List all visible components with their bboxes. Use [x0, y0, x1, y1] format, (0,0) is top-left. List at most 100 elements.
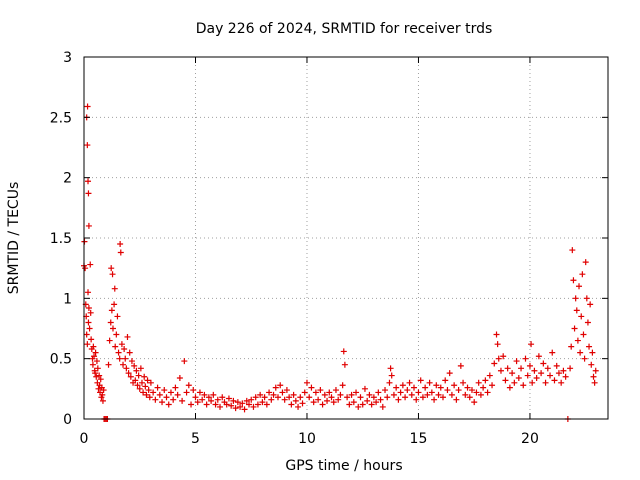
data-point-142: [268, 396, 275, 403]
data-point-285: [572, 295, 579, 302]
data-point-91: [154, 384, 161, 391]
axis-ticks: 0 5 10 15 20 0 0.5 1 1.5 2 2.5 3: [50, 50, 608, 447]
data-point-157: [301, 389, 308, 396]
data-point-11: [87, 261, 94, 268]
data-point-148: [281, 396, 288, 403]
data-point-189: [370, 394, 377, 401]
data-point-65: [122, 355, 129, 362]
data-point-83: [142, 383, 149, 390]
data-point-234: [468, 387, 475, 394]
data-point-106: [188, 401, 195, 408]
data-point-253: [509, 370, 516, 377]
x-tick-label-1: 5: [191, 431, 200, 447]
data-point-175: [340, 348, 347, 355]
data-point-180: [350, 399, 357, 406]
data-point-176: [341, 361, 348, 368]
data-point-267: [538, 370, 545, 377]
data-point-117: [212, 401, 219, 408]
data-point-230: [460, 379, 467, 386]
data-point-76: [134, 382, 141, 389]
data-point-196: [386, 379, 393, 386]
data-point-300: [589, 349, 596, 356]
data-point-246: [494, 341, 501, 348]
data-point-119: [217, 403, 224, 410]
data-point-7: [85, 289, 92, 296]
data-point-12: [87, 309, 94, 316]
data-point-64: [121, 346, 128, 353]
data-point-124: [228, 402, 235, 409]
data-point-243: [489, 382, 496, 389]
data-point-263: [529, 379, 536, 386]
y-tick-label-1: 0.5: [50, 352, 72, 368]
data-point-198: [388, 372, 395, 379]
data-point-19: [85, 190, 92, 197]
data-point-21: [84, 103, 91, 110]
data-point-86: [145, 387, 152, 394]
data-point-6: [84, 341, 91, 348]
data-point-46: [105, 361, 112, 368]
data-point-75: [133, 367, 140, 374]
data-point-217: [431, 396, 438, 403]
data-point-168: [326, 389, 333, 396]
data-point-261: [526, 362, 533, 369]
data-point-58: [115, 349, 122, 356]
data-point-135: [252, 394, 259, 401]
data-point-197: [387, 365, 394, 372]
data-point-80: [138, 379, 145, 386]
data-point-242: [486, 372, 493, 379]
data-point-154: [295, 403, 302, 410]
data-point-178: [346, 401, 353, 408]
data-point-293: [581, 355, 588, 362]
data-point-108: [192, 394, 199, 401]
data-point-227: [453, 396, 460, 403]
data-point-220: [437, 384, 444, 391]
data-point-53: [111, 301, 118, 308]
data-point-272: [549, 349, 556, 356]
data-point-207: [408, 391, 415, 398]
data-point-127: [234, 399, 241, 406]
data-point-275: [555, 370, 562, 377]
data-point-165: [319, 401, 326, 408]
data-point-281: [568, 343, 575, 350]
data-point-236: [473, 389, 480, 396]
data-point-87: [146, 394, 153, 401]
data-point-143: [270, 391, 277, 398]
data-point-213: [422, 384, 429, 391]
data-point-70: [127, 373, 134, 380]
data-point-102: [179, 397, 186, 404]
data-point-28: [93, 373, 100, 380]
data-point-113: [203, 401, 210, 408]
data-point-134: [250, 403, 257, 410]
data-point-59: [116, 355, 123, 362]
data-point-296: [584, 319, 591, 326]
data-point-211: [417, 377, 424, 384]
data-point-238: [477, 391, 484, 398]
data-point-284: [571, 325, 578, 332]
data-point-95: [163, 394, 170, 401]
data-point-60: [117, 241, 124, 248]
data-point-88: [147, 379, 154, 386]
data-point-298: [587, 301, 594, 308]
data-point-61: [117, 249, 124, 256]
data-point-270: [544, 365, 551, 372]
data-point-228: [455, 387, 462, 394]
data-point-256: [515, 374, 522, 381]
data-point-229: [457, 362, 464, 369]
data-point-111: [199, 396, 206, 403]
data-point-277: [560, 367, 567, 374]
data-point-278: [562, 373, 569, 380]
data-point-240: [482, 377, 489, 384]
data-point-172: [335, 396, 342, 403]
data-point-181: [353, 389, 360, 396]
data-point-210: [415, 389, 422, 396]
data-point-205: [404, 387, 411, 394]
data-point-266: [535, 353, 542, 360]
data-point-231: [462, 391, 469, 398]
data-point-201: [395, 396, 402, 403]
data-point-31: [94, 365, 101, 372]
data-point-286: [573, 307, 580, 314]
data-point-140: [263, 401, 270, 408]
data-point-13: [88, 336, 95, 343]
data-point-239: [480, 384, 487, 391]
data-point-33: [96, 372, 103, 379]
